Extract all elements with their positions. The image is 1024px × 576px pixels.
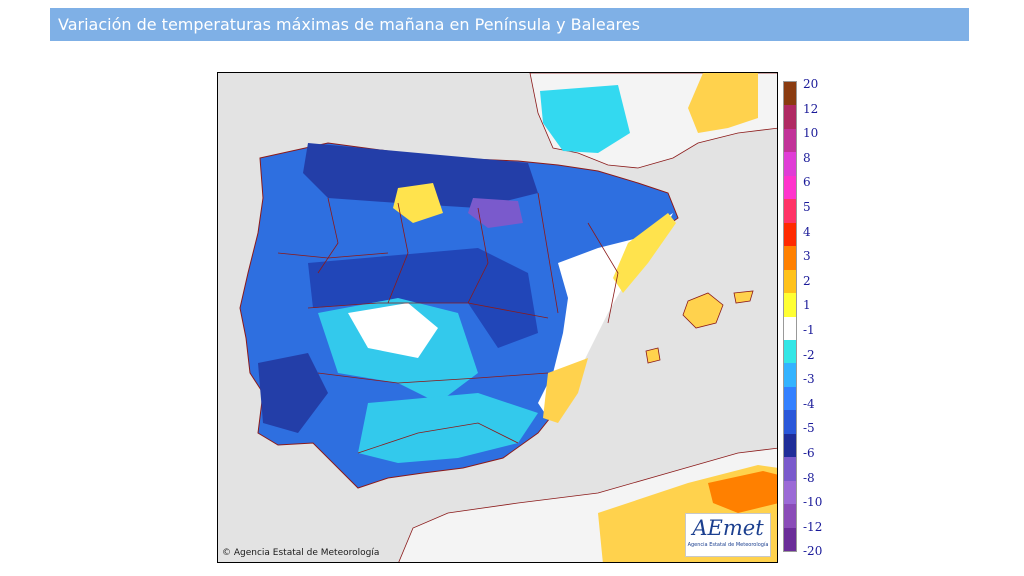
deep-cold-center	[308, 248, 538, 348]
ibiza-island	[645, 347, 661, 364]
legend-label: 6	[803, 175, 811, 190]
mallorca-island	[682, 292, 724, 329]
legend-label: -5	[803, 421, 815, 436]
legend-swatch	[784, 386, 796, 411]
legend-label: -10	[803, 495, 823, 510]
france-warm-area	[688, 73, 758, 133]
aemet-logo: AEmet Agencia Estatal de Meteorología	[685, 513, 771, 557]
legend-swatch	[784, 128, 796, 153]
legend-label: -12	[803, 519, 823, 534]
iberia-land	[239, 142, 679, 489]
legend-swatch	[784, 410, 796, 434]
legend-label: 4	[803, 224, 811, 239]
map-credit: © Agencia Estatal de Meteorología	[222, 548, 380, 558]
legend-label: -1	[803, 323, 815, 337]
legend-label: 3	[803, 249, 811, 264]
legend-label: 5	[803, 200, 811, 214]
legend-swatch	[784, 363, 796, 387]
legend-label: 8	[803, 150, 811, 165]
page-title: Variación de temperaturas máximas de mañ…	[50, 8, 969, 41]
legend-label: -4	[803, 396, 815, 411]
violet-ebro	[468, 198, 523, 228]
legend-label: 1	[803, 298, 811, 313]
legend-swatch	[784, 433, 796, 458]
legend-swatch	[784, 152, 796, 176]
map-canvas	[218, 73, 777, 562]
legend-swatch	[784, 457, 796, 481]
legend-swatch	[784, 339, 796, 364]
africa-hot-area	[708, 471, 777, 513]
yellow-east	[613, 213, 676, 293]
temperature-variation-map: © Agencia Estatal de Meteorología AEmet …	[217, 72, 778, 563]
legend-swatch	[784, 293, 796, 317]
legend-label: -3	[803, 372, 815, 387]
legend-label: 12	[803, 101, 819, 116]
legend-swatch	[784, 504, 796, 528]
yellow-south-east	[543, 358, 588, 423]
region-borders	[277, 192, 619, 454]
france-cold-area	[540, 85, 630, 153]
legend-swatch	[784, 175, 796, 200]
legend-label: -20	[803, 544, 823, 559]
color-legend-bar	[783, 81, 797, 552]
legend-swatch	[784, 316, 796, 340]
menorca-island	[733, 290, 754, 304]
legend-swatch	[784, 199, 796, 223]
dark-blue-west	[258, 353, 328, 433]
legend-label: -8	[803, 470, 815, 485]
yellow-north-center	[393, 183, 443, 223]
legend-swatch	[784, 527, 796, 552]
legend-swatch	[784, 246, 796, 270]
white-center	[348, 303, 438, 358]
legend-label: 20	[803, 77, 819, 91]
legend-swatch	[784, 82, 796, 106]
legend-swatch	[784, 480, 796, 505]
aemet-logo-subtext: Agencia Estatal de Meteorología	[687, 542, 769, 548]
legend-label: 10	[803, 126, 819, 141]
legend-label: 2	[803, 273, 811, 288]
legend-label: -6	[803, 446, 815, 460]
deep-cold-north	[303, 143, 538, 208]
legend-swatch	[784, 222, 796, 247]
aemet-logo-text: AEmet	[692, 516, 764, 540]
legend-label: -2	[803, 347, 815, 362]
legend-swatch	[784, 105, 796, 129]
legend-swatch	[784, 269, 796, 294]
